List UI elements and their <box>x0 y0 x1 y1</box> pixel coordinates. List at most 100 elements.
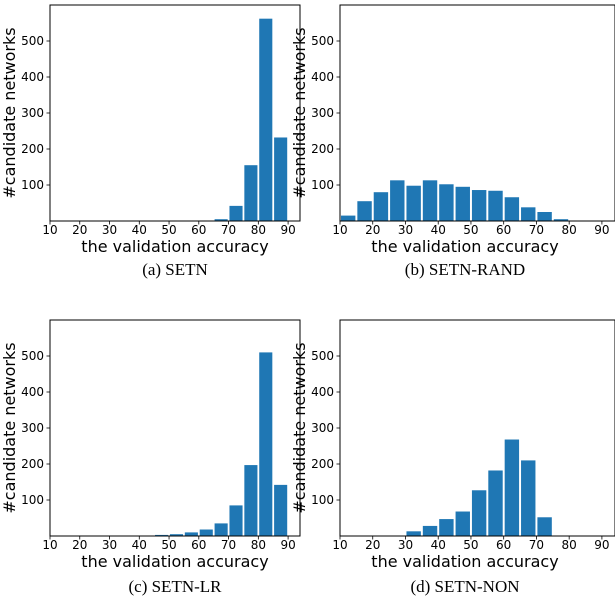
y-tick-label: 100 <box>21 493 44 507</box>
bar <box>521 460 536 536</box>
x-axis-label: the validation accuracy <box>81 237 268 256</box>
x-tick-label: 50 <box>463 538 478 552</box>
y-tick-label: 400 <box>21 385 44 399</box>
y-tick-label: 500 <box>311 349 334 363</box>
bar <box>439 519 454 536</box>
panel-caption: (d) SETN-NON <box>410 577 520 596</box>
y-tick-label: 500 <box>21 349 44 363</box>
x-tick-label: 50 <box>463 223 478 237</box>
x-tick-label: 90 <box>594 538 609 552</box>
x-tick-label: 70 <box>221 223 236 237</box>
y-tick-label: 500 <box>311 34 334 48</box>
x-tick-label: 40 <box>431 538 446 552</box>
x-tick-label: 90 <box>280 223 295 237</box>
bar <box>259 352 273 536</box>
y-axis-label: #candidate networks <box>290 27 309 198</box>
x-tick-label: 60 <box>191 223 206 237</box>
y-tick-label: 200 <box>21 142 44 156</box>
y-tick-label: 100 <box>21 178 44 192</box>
bar <box>455 186 470 221</box>
bar <box>488 470 503 536</box>
x-tick-label: 50 <box>161 223 176 237</box>
x-tick-label: 20 <box>365 538 380 552</box>
y-axis-label: #candidate networks <box>0 342 19 513</box>
bar <box>229 505 243 536</box>
chart-panel-4: 10 20 30 40 50 60 70 80 90 100 200 300 400 500 the val… <box>290 319 615 571</box>
bar <box>390 180 405 221</box>
chart-panel-1: 10 20 30 40 50 60 70 80 90 100 200 300 400 500 the val… <box>0 4 301 256</box>
bar <box>537 212 552 221</box>
y-tick-label: 300 <box>21 106 44 120</box>
x-tick-label: 90 <box>594 223 609 237</box>
bar <box>340 215 356 221</box>
chart-panel-3: 10 20 30 40 50 60 70 80 90 100 200 300 400 500 the val… <box>0 319 301 571</box>
bar <box>357 201 372 221</box>
y-tick-label: 200 <box>21 457 44 471</box>
x-tick-label: 20 <box>365 223 380 237</box>
x-tick-label: 80 <box>562 538 577 552</box>
x-tick-label: 10 <box>332 538 347 552</box>
bar <box>521 207 536 221</box>
bar <box>373 192 389 221</box>
x-tick-label: 60 <box>496 538 511 552</box>
bar <box>504 439 520 536</box>
bar <box>244 165 258 221</box>
bar <box>455 511 470 536</box>
bar <box>406 531 421 536</box>
bar <box>422 525 438 536</box>
y-tick-label: 100 <box>311 493 334 507</box>
x-tick-label: 70 <box>221 538 236 552</box>
y-tick-label: 400 <box>311 70 334 84</box>
x-tick-label: 80 <box>251 538 266 552</box>
x-tick-label: 50 <box>161 538 176 552</box>
x-tick-label: 10 <box>42 223 57 237</box>
y-tick-label: 500 <box>21 34 44 48</box>
x-tick-label: 70 <box>529 223 544 237</box>
x-tick-label: 40 <box>132 538 147 552</box>
x-tick-label: 80 <box>251 223 266 237</box>
y-tick-label: 300 <box>311 421 334 435</box>
x-tick-label: 30 <box>398 538 413 552</box>
panel-caption: (b) SETN-RAND <box>404 260 526 279</box>
bar <box>244 465 258 536</box>
x-tick-label: 60 <box>496 223 511 237</box>
x-tick-label: 30 <box>398 223 413 237</box>
y-tick-label: 100 <box>311 178 334 192</box>
bar <box>229 205 243 221</box>
x-axis-label: the validation accuracy <box>371 552 558 571</box>
bar <box>553 219 569 221</box>
x-axis-label: the validation accuracy <box>371 237 558 256</box>
y-axis-label: #candidate networks <box>0 27 19 198</box>
bar <box>471 490 487 536</box>
y-tick-label: 400 <box>21 70 44 84</box>
x-tick-label: 30 <box>102 223 117 237</box>
bar <box>274 137 288 221</box>
y-tick-label: 300 <box>311 106 334 120</box>
y-tick-label: 200 <box>311 142 334 156</box>
panel-caption: (a) SETN <box>142 260 208 279</box>
axes-frame <box>339 4 615 222</box>
x-tick-label: 20 <box>72 223 87 237</box>
x-tick-label: 10 <box>42 538 57 552</box>
y-axis-label: #candidate networks <box>290 342 309 513</box>
bar <box>214 523 228 536</box>
bar <box>155 534 169 536</box>
x-tick-label: 30 <box>102 538 117 552</box>
x-tick-label: 20 <box>72 538 87 552</box>
bar <box>199 529 213 536</box>
bar <box>471 190 487 221</box>
x-axis-label: the validation accuracy <box>81 552 268 571</box>
x-tick-label: 40 <box>431 223 446 237</box>
bar <box>439 184 454 221</box>
bar <box>406 185 421 221</box>
x-tick-label: 10 <box>332 223 347 237</box>
chart-panel-2: 10 20 30 40 50 60 70 80 90 100 200 300 400 500 the val… <box>290 4 615 256</box>
bar <box>169 534 184 536</box>
y-tick-label: 400 <box>311 385 334 399</box>
bar <box>259 18 273 222</box>
bar <box>504 197 520 221</box>
x-tick-label: 80 <box>562 223 577 237</box>
bar <box>214 219 228 221</box>
bar <box>488 190 503 221</box>
x-tick-label: 90 <box>280 538 295 552</box>
